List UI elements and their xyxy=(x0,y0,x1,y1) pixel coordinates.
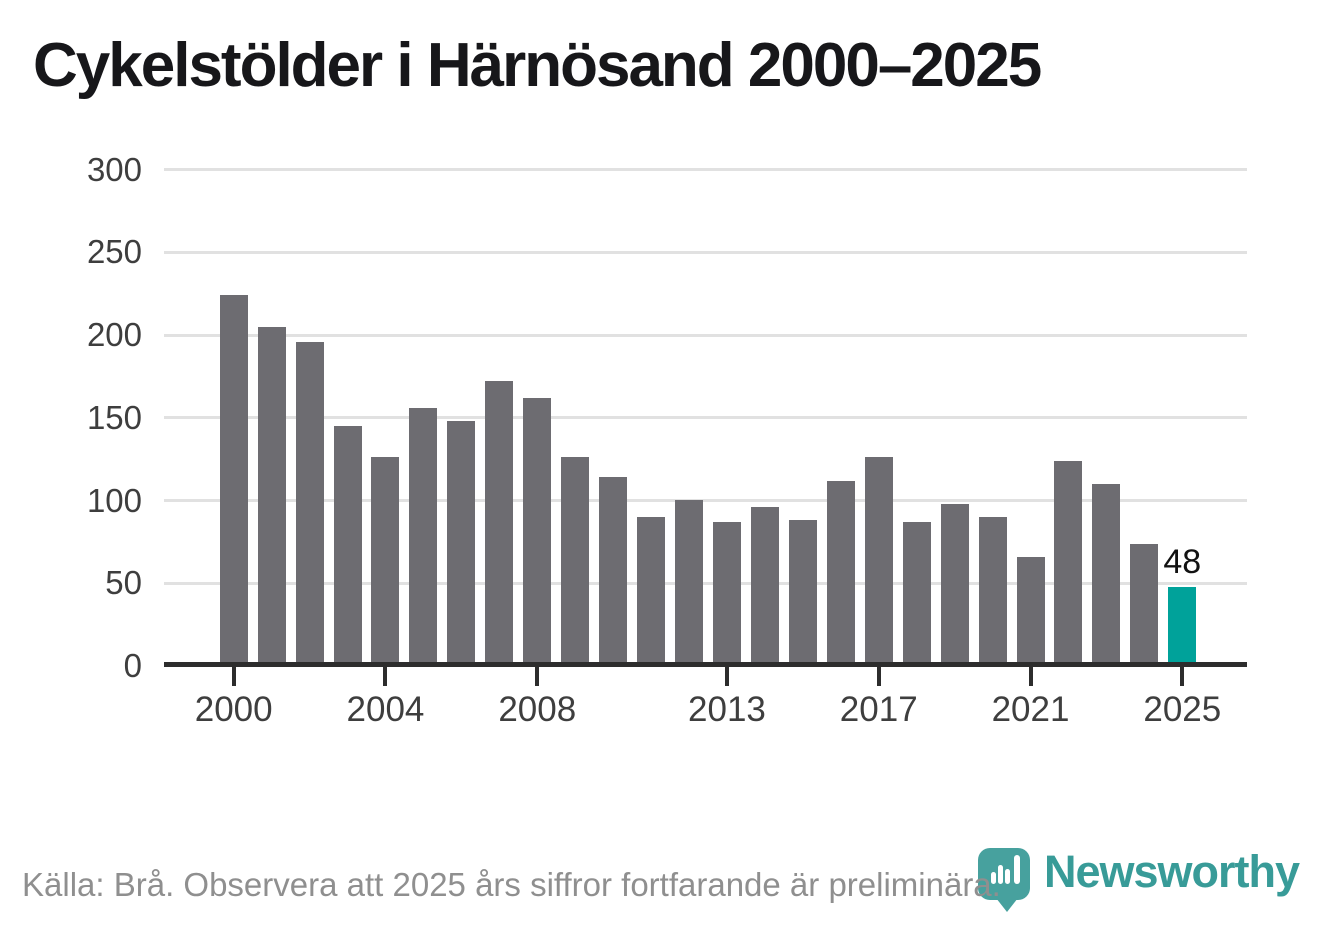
x-tick-2017 xyxy=(876,667,881,686)
bar-2008 xyxy=(523,398,552,666)
highlight-value-label: 48 xyxy=(1163,543,1202,581)
logo-mini-bar-3 xyxy=(1005,869,1010,884)
gridline-300 xyxy=(164,168,1247,171)
bar-2022 xyxy=(1054,461,1083,666)
x-axis-label-2025: 2025 xyxy=(1143,690,1222,729)
bar-2021 xyxy=(1016,557,1045,666)
source-note: Källa: Brå. Observera att 2025 års siffr… xyxy=(22,866,1001,903)
bar-2011 xyxy=(637,517,666,666)
y-axis-label-50: 50 xyxy=(105,564,142,602)
x-axis-label-2021: 2021 xyxy=(991,690,1070,729)
y-axis-label-200: 200 xyxy=(86,316,142,353)
y-axis-label-150: 150 xyxy=(86,398,142,436)
bar-2017 xyxy=(864,457,893,666)
bar-2019 xyxy=(940,504,969,666)
x-axis-label-2008: 2008 xyxy=(498,690,577,729)
y-axis-label-250: 250 xyxy=(86,233,142,271)
bar-2024 xyxy=(1130,544,1159,666)
x-axis-line xyxy=(164,662,1247,667)
gridline-50 xyxy=(164,581,1247,585)
gridline-150 xyxy=(164,416,1247,420)
logo-mini-bar-2 xyxy=(998,865,1003,884)
newsworthy-pin-tip xyxy=(996,898,1018,912)
x-axis-label-2000: 2000 xyxy=(194,690,273,729)
x-tick-2013 xyxy=(724,667,729,686)
bar-2005 xyxy=(409,408,438,666)
y-axis-label-0: 0 xyxy=(123,647,142,684)
newsworthy-pin-barchart-icon xyxy=(978,848,1030,900)
bar-2023 xyxy=(1092,484,1121,666)
x-tick-2025 xyxy=(1180,667,1185,686)
bar-2018 xyxy=(902,522,931,666)
x-axis-label-2017: 2017 xyxy=(839,690,918,729)
x-tick-2021 xyxy=(1028,667,1033,686)
bar-2009 xyxy=(561,457,590,666)
bar-2016 xyxy=(826,481,855,666)
bar-2012 xyxy=(675,500,704,666)
bar-2002 xyxy=(295,342,324,666)
gridline-200 xyxy=(164,333,1247,337)
gridline-250 xyxy=(164,250,1247,254)
y-axis-label-300: 300 xyxy=(86,150,142,188)
bar-2020 xyxy=(978,517,1007,666)
logo-mini-bar-4 xyxy=(1014,855,1020,884)
x-tick-2004 xyxy=(383,667,388,686)
bar-2007 xyxy=(485,381,514,666)
newsworthy-wordmark: Newsworthy xyxy=(1044,846,1300,897)
x-tick-2000 xyxy=(231,667,236,686)
bar-2000 xyxy=(219,295,248,666)
bar-2006 xyxy=(447,421,476,666)
bar-2025 xyxy=(1168,587,1197,666)
bar-2014 xyxy=(750,507,779,666)
gridline-100 xyxy=(164,499,1247,502)
x-tick-2008 xyxy=(535,667,540,686)
x-axis-label-2013: 2013 xyxy=(688,690,766,729)
bar-2015 xyxy=(788,520,817,666)
bar-2004 xyxy=(371,457,400,666)
y-axis-label-100: 100 xyxy=(86,481,142,519)
bar-2013 xyxy=(712,522,741,666)
bar-2010 xyxy=(599,477,628,666)
bar-2003 xyxy=(333,426,362,666)
logo-mini-bar-1 xyxy=(991,872,996,884)
chart-title: Cykelstölder i Härnösand 2000–2025 xyxy=(33,31,1042,100)
x-axis-label-2004: 2004 xyxy=(346,690,425,729)
bar-2001 xyxy=(257,327,286,666)
